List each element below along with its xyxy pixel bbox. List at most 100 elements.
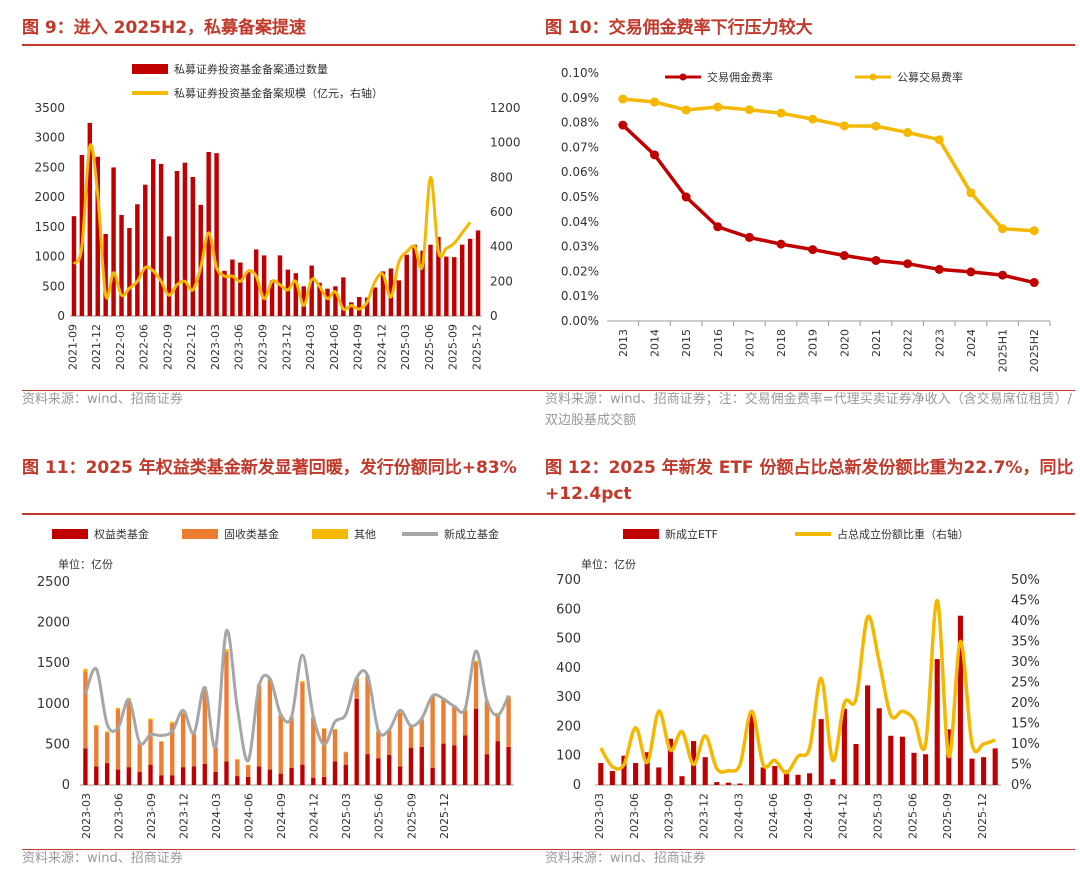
series-point <box>871 121 881 131</box>
bar <box>957 615 963 785</box>
bar-segment <box>376 758 381 785</box>
chart-fig12: 新成立ETF 占总成立份额比重（右轴） 单位：亿份 0 100 200 300 400 500 6… <box>556 527 1040 839</box>
y-tick-label: 300 <box>556 690 581 705</box>
y2-tick-label: 400 <box>490 240 513 254</box>
bar-segment <box>148 718 153 721</box>
x-tick-label: 2024-12 <box>837 793 850 839</box>
bar <box>899 736 905 785</box>
bar <box>934 659 940 785</box>
x-tick-label: 2023-09 <box>145 793 158 839</box>
bar <box>285 269 291 316</box>
source-rule <box>545 390 1075 391</box>
y2-tick-label: 10% <box>1011 737 1040 752</box>
bar-segment <box>278 773 283 785</box>
series-point <box>649 97 659 107</box>
x-tick-label: 2024-12 <box>375 324 388 370</box>
x-tick-label: 2025-06 <box>423 324 436 370</box>
bar-segment <box>126 699 131 768</box>
unit-label: 单位：亿份 <box>58 557 113 571</box>
y-tick-label: 100 <box>556 749 581 764</box>
series-point <box>776 239 786 249</box>
legend-label: 占总成立份额比重（右轴） <box>837 527 969 541</box>
bar <box>333 286 338 316</box>
bar <box>71 216 77 316</box>
bar-segment <box>94 766 99 785</box>
bar-segment <box>246 765 251 777</box>
x-tick-label: 2025-12 <box>976 793 989 839</box>
x-tick-label: 2024-06 <box>243 793 256 839</box>
y-tick-label: 0 <box>573 778 581 793</box>
bar <box>795 774 801 785</box>
y2-tick-label: 20% <box>1011 696 1040 711</box>
x-tick-label: 2023-12 <box>280 324 293 370</box>
bar-segment <box>484 754 490 785</box>
bar-segment <box>246 776 251 785</box>
x-tick-label: 2023-06 <box>628 793 641 839</box>
bar <box>830 779 836 785</box>
series-point <box>966 267 976 277</box>
bar <box>412 244 417 316</box>
series-line <box>72 143 472 312</box>
y-tick-label: 0.09% <box>561 91 599 105</box>
bar-segment <box>159 741 164 742</box>
x-tick-label: 2022-12 <box>185 324 198 370</box>
bar <box>452 257 457 316</box>
y-tick-label: 600 <box>556 602 581 617</box>
x-tick-label: 2024-06 <box>767 793 780 839</box>
y-tick-label: 2000 <box>37 616 70 631</box>
y2-tick-label: 0% <box>1011 778 1032 793</box>
panel-title: 图 11：2025 年权益类基金新发显著回暖，发行份额同比+83% <box>22 458 517 478</box>
legend-swatch <box>52 529 88 539</box>
bar <box>143 184 148 316</box>
bar-segment <box>224 651 229 762</box>
bar-segment <box>137 743 142 773</box>
y2-tick-label: 30% <box>1011 655 1040 670</box>
panel-title: 图 10：交易佣金费率下行压力较大 <box>545 18 813 38</box>
bar-segment <box>354 698 359 785</box>
series-point <box>934 135 944 145</box>
series-point <box>903 259 913 269</box>
bar-segment <box>202 763 207 785</box>
y-tick-label: 0.07% <box>561 140 599 154</box>
bar-segment <box>213 772 218 785</box>
bar <box>609 770 615 785</box>
y2-tick-label: 200 <box>490 274 513 288</box>
bar-segment <box>495 714 500 742</box>
x-tick-label: 2025-09 <box>941 793 954 839</box>
bar <box>888 735 894 785</box>
bar-segment <box>311 717 316 778</box>
bar-segment <box>343 764 348 785</box>
y2-tick-label: 50% <box>1011 573 1040 588</box>
bar-segment <box>495 741 500 785</box>
bar-segment <box>321 776 327 785</box>
bar <box>253 249 259 316</box>
bar <box>644 752 650 785</box>
bar-segment <box>137 772 142 785</box>
bar-segment <box>115 707 121 710</box>
bar <box>301 286 306 316</box>
x-tick-label: 2023-09 <box>256 324 269 370</box>
y-tick-label: 0 <box>62 778 70 793</box>
bar <box>95 156 100 316</box>
bar <box>969 758 975 785</box>
legend-label: 新成立基金 <box>444 527 499 541</box>
panel-title: 图 9：进入 2025H2，私募备案提速 <box>22 18 307 38</box>
bar-segment <box>473 660 479 663</box>
y-tick-label: 0.02% <box>561 264 599 278</box>
bar <box>656 767 662 785</box>
bar <box>760 767 766 785</box>
bar <box>135 204 140 316</box>
y-tick-label: 200 <box>556 719 581 734</box>
y-tick-label: 700 <box>556 573 581 588</box>
bar <box>356 296 362 316</box>
y-tick-label: 2500 <box>34 160 65 174</box>
x-tick-label: 2022-03 <box>114 324 127 370</box>
bar-segment <box>452 745 457 785</box>
bar-segment <box>126 767 131 785</box>
y-tick-label: 0.06% <box>561 165 599 179</box>
bar-segment <box>148 720 153 765</box>
bar-segment <box>387 754 392 785</box>
bar-segment <box>463 710 468 736</box>
